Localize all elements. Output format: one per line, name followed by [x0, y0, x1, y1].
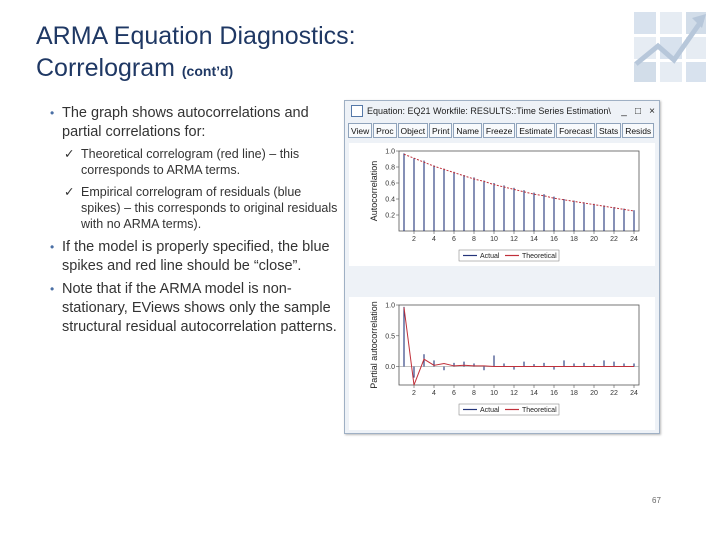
x-tick-label: 22 — [610, 236, 618, 243]
window-titlebar[interactable]: Equation: EQ21 Workfile: RESULTS::Time S… — [345, 101, 659, 121]
freeze-button[interactable]: Freeze — [482, 123, 516, 138]
x-tick-label: 22 — [610, 390, 618, 397]
theoretical-line — [403, 307, 634, 386]
legend-actual-label: Actual — [480, 253, 500, 260]
y-tick-label: 1.0 — [385, 149, 395, 156]
x-tick-label: 18 — [570, 236, 578, 243]
x-tick-label: 6 — [452, 390, 456, 397]
close-button[interactable]: × — [649, 105, 655, 117]
x-tick-label: 14 — [530, 390, 538, 397]
stats-button[interactable]: Stats — [595, 123, 622, 138]
minimize-button[interactable]: _ — [621, 105, 627, 117]
legend-actual-label: Actual — [480, 407, 500, 414]
legend-theoretical-label: Theoretical — [522, 253, 557, 260]
trend-logo-icon — [634, 12, 706, 82]
x-tick-label: 18 — [570, 390, 578, 397]
bullet-text: Note that if the ARMA model is non-stati… — [62, 281, 337, 335]
partial-autocorrelation-panel: Partial autocorrelation 1.0 0.5 0.0 2 4 6 8 10 12… — [349, 297, 655, 430]
sub-bullet-text: Theoretical correlogram (red line) – thi… — [81, 147, 300, 177]
slide-title: ARMA Equation Diagnostics: Correlogram (… — [36, 20, 596, 87]
x-tick-label: 8 — [472, 236, 476, 243]
bullet-item: • Note that if the ARMA model is non-sta… — [50, 280, 340, 337]
y-tick-label: 0.5 — [385, 333, 395, 340]
forecast-button[interactable]: Forecast — [556, 123, 595, 138]
y-tick-label: 0.8 — [385, 165, 395, 172]
y-axis-label: Autocorrelation — [369, 161, 379, 222]
bullet-item: • The graph shows autocorrelations and p… — [50, 104, 340, 142]
resids-button[interactable]: Resids — [622, 123, 655, 138]
maximize-button[interactable]: □ — [634, 105, 642, 117]
title-line-2: Correlogram (cont’d) — [36, 52, 596, 87]
sub-bullet-item: ✓ Empirical correlogram of residuals (bl… — [50, 184, 340, 232]
x-tick-label: 4 — [432, 390, 436, 397]
bullet-icon: • — [50, 240, 55, 254]
x-tick-label: 10 — [490, 236, 498, 243]
sub-bullet-text: Empirical correlogram of residuals (blue… — [81, 185, 338, 231]
bullet-text: The graph shows autocorrelations and par… — [62, 105, 309, 140]
autocorrelation-panel: Autocorrelation 1.0 0.8 0.6 0.4 0.2 2 4 6 8 10 12 14… — [349, 143, 655, 266]
eviews-equation-window: Equation: EQ21 Workfile: RESULTS::Time S… — [344, 100, 660, 434]
proc-button[interactable]: Proc — [373, 123, 397, 138]
plot-frame — [398, 150, 640, 232]
checkmark-icon: ✓ — [64, 185, 75, 199]
plot-frame — [398, 304, 640, 386]
x-tick-label: 10 — [490, 390, 498, 397]
x-tick-label: 6 — [452, 236, 456, 243]
view-button[interactable]: View — [348, 123, 373, 138]
x-tick-label: 12 — [510, 236, 518, 243]
x-tick-label: 14 — [530, 236, 538, 243]
legend-theoretical-label: Theoretical — [522, 407, 557, 414]
bullet-icon: • — [50, 106, 55, 120]
x-tick-label: 2 — [412, 390, 416, 397]
title-suffix: (cont’d) — [181, 63, 234, 79]
y-tick-label: 0.2 — [385, 213, 395, 220]
x-tick-label: 24 — [630, 390, 638, 397]
bullet-text: If the model is properly specified, the … — [62, 239, 330, 274]
window-icon — [351, 105, 363, 117]
bullet-list: • The graph shows autocorrelations and p… — [50, 104, 340, 341]
y-tick-label: 1.0 — [385, 303, 395, 310]
title-line-1: ARMA Equation Diagnostics: — [36, 22, 356, 50]
y-tick-label: 0.6 — [385, 181, 395, 188]
partial-autocorrelation-chart: Partial autocorrelation 1.00.50.02 4 6 8 10 12… — [369, 301, 640, 416]
x-tick-label: 24 — [630, 236, 638, 243]
theoretical-line — [403, 153, 635, 212]
x-tick-label: 4 — [432, 236, 436, 243]
window-toolbar: View Proc Object Print Name Freeze Estim… — [348, 123, 655, 139]
x-tick-label: 2 — [412, 236, 416, 243]
x-tick-label: 16 — [550, 236, 558, 243]
window-title: Equation: EQ21 Workfile: RESULTS::Time S… — [367, 106, 611, 116]
bullet-item: • If the model is properly specified, th… — [50, 238, 340, 276]
x-tick-label: 20 — [590, 390, 598, 397]
name-button[interactable]: Name — [453, 123, 482, 138]
object-button[interactable]: Object — [397, 123, 428, 138]
y-tick-label: 0.0 — [385, 364, 395, 371]
x-tick-label: 20 — [590, 236, 598, 243]
bullet-icon: • — [50, 282, 55, 296]
checkmark-icon: ✓ — [64, 147, 75, 161]
x-tick-label: 8 — [472, 390, 476, 397]
print-button[interactable]: Print — [428, 123, 453, 138]
title-main: Correlogram — [36, 54, 175, 82]
y-axis-label: Partial autocorrelation — [369, 301, 379, 389]
estimate-button[interactable]: Estimate — [516, 123, 556, 138]
x-tick-label: 12 — [510, 390, 518, 397]
y-tick-label: 0.4 — [385, 197, 395, 204]
x-tick-label: 16 — [550, 390, 558, 397]
sub-bullet-item: ✓ Theoretical correlogram (red line) – t… — [50, 146, 340, 178]
page-number: 67 — [652, 496, 661, 505]
